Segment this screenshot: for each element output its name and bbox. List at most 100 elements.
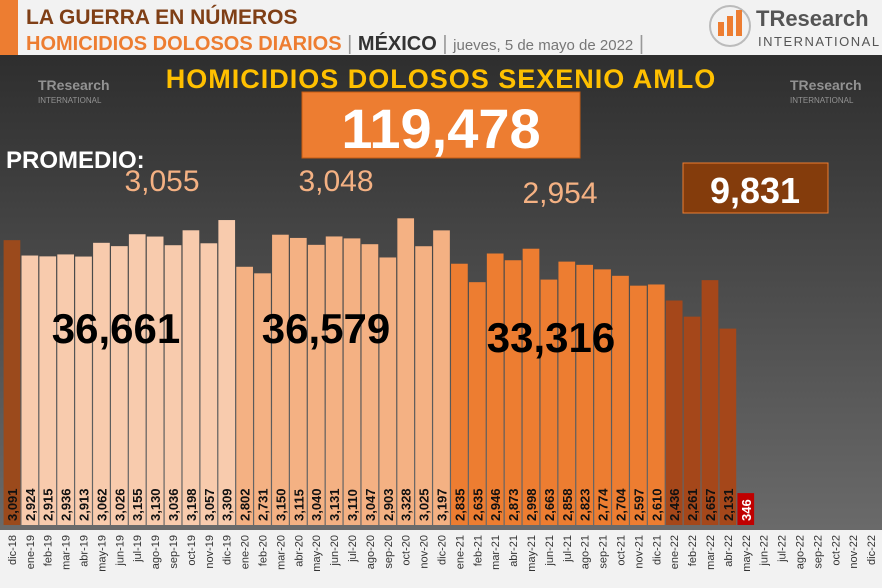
bar — [647, 284, 665, 525]
x-tick-label: oct-19 — [186, 535, 198, 566]
header-country: MÉXICO — [358, 32, 437, 55]
value-label: 2,774 — [596, 488, 611, 521]
x-tick-label: nov-20 — [419, 535, 431, 569]
x-tick-label: dic-22 — [866, 535, 878, 565]
average-label: 3,055 — [124, 165, 199, 198]
bar — [307, 244, 325, 525]
bar — [236, 266, 253, 525]
x-tick-label: nov-22 — [848, 535, 860, 569]
bar — [433, 230, 450, 525]
average-label: 3,048 — [298, 165, 373, 198]
bar — [289, 237, 307, 525]
value-label: 3,150 — [273, 488, 288, 521]
bar — [200, 243, 218, 525]
x-tick-label: abr-21 — [508, 535, 520, 567]
value-label: 3,328 — [399, 488, 414, 521]
value-label: 2,261 — [685, 488, 700, 521]
bar — [683, 316, 701, 525]
bar — [468, 282, 486, 525]
value-label: 3,057 — [202, 488, 217, 521]
x-tick-label: dic-20 — [437, 535, 449, 565]
bar — [504, 260, 522, 525]
value-label: 3,040 — [309, 488, 324, 521]
bar — [558, 261, 576, 525]
x-tick-label: jun-20 — [329, 535, 341, 567]
x-tick-label: jun-19 — [114, 535, 126, 567]
x-tick-label: nov-19 — [204, 535, 216, 569]
x-tick-label: nov-21 — [633, 535, 645, 569]
value-label: 3,131 — [327, 488, 342, 521]
bar — [21, 255, 39, 526]
header-date: jueves, 5 de mayo de 2022 — [452, 37, 633, 54]
x-tick-label: may-19 — [96, 535, 108, 572]
value-label: 2,936 — [59, 488, 74, 521]
bar — [540, 279, 558, 525]
logo-name: TResearch — [756, 6, 869, 31]
bar — [272, 234, 289, 526]
header-title: LA GUERRA EN NÚMEROS — [26, 5, 297, 29]
bar — [146, 236, 164, 526]
value-label: 2,823 — [578, 488, 593, 521]
watermark-tagline: INTERNATIONAL — [790, 96, 854, 105]
value-label: 3,025 — [417, 488, 432, 521]
total-label: 119,478 — [341, 97, 540, 160]
separator: | — [442, 33, 447, 55]
period-total: 33,316 — [487, 314, 615, 361]
period-total: 36,661 — [52, 305, 180, 352]
x-tick-label: oct-21 — [615, 535, 627, 566]
value-label: 2,913 — [77, 488, 92, 521]
period-total: 36,579 — [262, 305, 390, 352]
bar — [576, 264, 594, 525]
x-tick-label: jul-21 — [562, 535, 574, 563]
x-tick-label: oct-22 — [830, 535, 842, 566]
x-tick-label: sep-19 — [168, 535, 180, 569]
x-tick-label: feb-19 — [43, 535, 55, 566]
separator: | — [639, 33, 644, 55]
x-tick-label: sep-22 — [812, 535, 824, 569]
chart-title: HOMICIDIOS DOLOSOS SEXENIO AMLO — [166, 64, 717, 94]
header-line: HOMICIDIOS DOLOSOS DIARIOS | MÉXICO | ju… — [26, 32, 644, 55]
x-tick-label: jul-20 — [347, 535, 359, 563]
bar — [110, 246, 128, 525]
bar — [737, 493, 755, 525]
x-tick-label: oct-20 — [401, 535, 413, 566]
bar — [522, 248, 540, 525]
value-label: 2,924 — [23, 488, 38, 521]
bars — [3, 218, 755, 526]
x-tick-label: may-22 — [741, 535, 753, 572]
x-tick-label: abr-22 — [723, 535, 735, 567]
x-tick-label: ene-19 — [25, 535, 37, 569]
watermark-tagline: INTERNATIONAL — [38, 96, 102, 105]
value-label: 3,091 — [5, 488, 20, 521]
x-tick-label: ago-21 — [580, 535, 592, 569]
bar — [415, 246, 432, 525]
x-tick-label: jun-21 — [544, 535, 556, 567]
value-label: 3,047 — [363, 488, 378, 521]
x-tick-label: feb-22 — [687, 535, 699, 566]
value-label: 3,036 — [166, 488, 181, 521]
period-box — [682, 162, 829, 214]
value-label: 3,155 — [130, 488, 145, 521]
x-tick-label: ene-20 — [240, 535, 252, 569]
annotations: 3,055 3,048 2,954 36,661 36,579 33,316 9,831 — [52, 165, 800, 361]
value-label: 2,610 — [649, 488, 664, 521]
bar — [218, 220, 236, 525]
x-tick-label: mar-21 — [490, 535, 502, 570]
bar — [630, 285, 647, 525]
x-tick-label: sep-20 — [383, 535, 395, 569]
bar — [397, 218, 415, 526]
value-label: 3,062 — [94, 488, 109, 521]
x-tick-label: jul-22 — [777, 535, 789, 563]
x-tick-label: mar-22 — [705, 535, 717, 570]
x-tick-label: may-20 — [311, 535, 323, 572]
x-tick-label: ene-22 — [669, 535, 681, 569]
bar — [75, 256, 92, 525]
x-tick-label: abr-20 — [293, 535, 305, 567]
value-label: 3,026 — [112, 488, 127, 521]
value-label: 3,309 — [220, 488, 235, 521]
x-tick-label: ago-19 — [150, 535, 162, 569]
value-label: 3,130 — [148, 488, 163, 521]
logo: TResearch INTERNATIONAL — [709, 5, 879, 49]
